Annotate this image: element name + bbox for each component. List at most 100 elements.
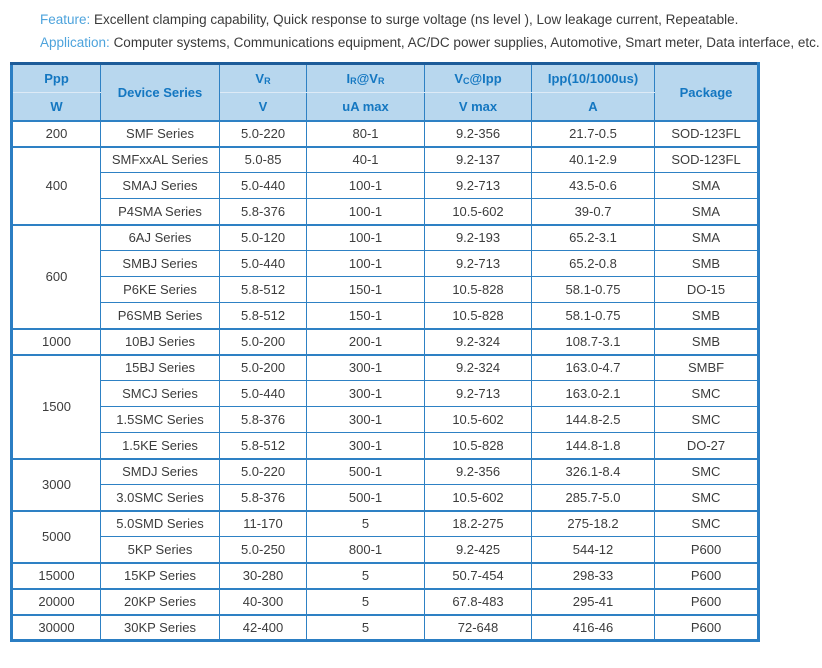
package-cell: DO-27 bbox=[654, 432, 759, 459]
ppp-unit-header: W bbox=[11, 92, 101, 122]
table-body: 200 SMF Series 5.0-220 80-1 9.2-356 21.7-0.5 S… bbox=[11, 119, 759, 641]
intro-text-block: Feature: Excellent clamping capability, … bbox=[0, 0, 822, 54]
vr-cell: 5.8-512 bbox=[219, 432, 307, 459]
vr-cell: 11-170 bbox=[219, 509, 307, 537]
ipp-cell: 298-33 bbox=[531, 561, 655, 589]
ppp-cell: 20000 bbox=[11, 587, 101, 615]
ipp-cell: 43.5-0.6 bbox=[531, 172, 655, 199]
ipp-cell: 39-0.7 bbox=[531, 198, 655, 225]
package-cell: SMC bbox=[654, 380, 759, 407]
feature-line: Feature: Excellent clamping capability, … bbox=[40, 8, 822, 31]
ir-cell: 500-1 bbox=[306, 457, 425, 485]
ipp-cell: 544-12 bbox=[531, 536, 655, 563]
table-row: 600 6AJ Series 5.0-120 100-1 9.2-193 65.2-3.1… bbox=[11, 223, 759, 329]
vc-cell: 9.2-356 bbox=[424, 457, 532, 485]
ipp-cell: 163.0-4.7 bbox=[531, 353, 655, 381]
package-cell: SMA bbox=[654, 198, 759, 225]
ipp-cell: 21.7-0.5 bbox=[531, 119, 655, 147]
vr-cell: 5.8-512 bbox=[219, 276, 307, 303]
vr-cell: 40-300 bbox=[219, 587, 307, 615]
device-series-cell: 30KP Series bbox=[100, 613, 220, 641]
col-package-header: Package bbox=[654, 63, 759, 121]
ipp-unit-header: A bbox=[531, 92, 655, 122]
device-series-cell: 15KP Series bbox=[100, 561, 220, 589]
vc-cell: 10.5-602 bbox=[424, 484, 532, 511]
package-cell: SMA bbox=[654, 223, 759, 251]
ir-cell: 100-1 bbox=[306, 172, 425, 199]
table-row: 1.5SMC Series 5.8-376 300-1 10.5-602 144.8-2… bbox=[12, 406, 759, 433]
ipp-cell: 275-18.2 bbox=[531, 509, 655, 537]
package-cell: P600 bbox=[654, 587, 759, 615]
package-cell: SMB bbox=[654, 302, 759, 329]
vc-cell: 9.2-193 bbox=[424, 223, 532, 251]
device-series-cell: 3.0SMC Series bbox=[100, 484, 220, 511]
table-row: 30000 30KP Series 42-400 5 72-648 416-46 P600 bbox=[11, 613, 759, 641]
vr-cell: 5.0-200 bbox=[219, 327, 307, 355]
ipp-cell: 144.8-2.5 bbox=[531, 406, 655, 433]
ppp-cell: 400 bbox=[11, 145, 101, 225]
vc-cell: 10.5-602 bbox=[424, 198, 532, 225]
vc-cell: 10.5-828 bbox=[424, 302, 532, 329]
package-cell: SOD-123FL bbox=[654, 119, 759, 147]
ir-unit-header: uA max bbox=[306, 92, 425, 122]
package-cell: SMC bbox=[654, 484, 759, 511]
ipp-cell: 285.7-5.0 bbox=[531, 484, 655, 511]
vc-cell: 9.2-356 bbox=[424, 119, 532, 147]
feature-text: Excellent clamping capability, Quick res… bbox=[94, 12, 739, 27]
device-series-cell: P4SMA Series bbox=[100, 198, 220, 225]
package-cell: SMB bbox=[654, 250, 759, 277]
vr-cell: 5.0-440 bbox=[219, 172, 307, 199]
package-cell: SMBF bbox=[654, 353, 759, 381]
vr-cell: 5.0-200 bbox=[219, 353, 307, 381]
ipp-cell: 65.2-3.1 bbox=[531, 223, 655, 251]
table-row: 1000 10BJ Series 5.0-200 200-1 9.2-324 108.7-… bbox=[11, 327, 759, 355]
col-ppp-header: Ppp bbox=[11, 63, 101, 93]
ipp-cell: 163.0-2.1 bbox=[531, 380, 655, 407]
vr-cell: 5.0-220 bbox=[219, 457, 307, 485]
ir-cell: 150-1 bbox=[306, 276, 425, 303]
device-series-cell: SMFxxAL Series bbox=[100, 145, 220, 173]
vr-unit-header: V bbox=[219, 92, 307, 122]
package-cell: SMA bbox=[654, 172, 759, 199]
device-series-cell: 20KP Series bbox=[100, 587, 220, 615]
application-text: Computer systems, Communications equipme… bbox=[113, 35, 820, 50]
col-device-series-header: Device Series bbox=[100, 63, 220, 121]
device-series-cell: SMAJ Series bbox=[100, 172, 220, 199]
table-header: Ppp Device Series VR IR@VR VC@Ipp Ipp(10… bbox=[11, 63, 759, 122]
application-line: Application: Computer systems, Communica… bbox=[40, 31, 822, 54]
vr-cell: 5.8-512 bbox=[219, 302, 307, 329]
vc-cell: 10.5-602 bbox=[424, 406, 532, 433]
vc-cell: 10.5-828 bbox=[424, 432, 532, 459]
vr-cell: 5.8-376 bbox=[219, 484, 307, 511]
device-series-cell: 10BJ Series bbox=[100, 327, 220, 355]
table-row: SMBJ Series 5.0-440 100-1 9.2-713 65.2-0.8 SM… bbox=[12, 250, 759, 277]
ir-cell: 5 bbox=[306, 561, 425, 589]
application-label: Application: bbox=[40, 35, 110, 50]
ir-cell: 80-1 bbox=[306, 119, 425, 147]
table-row: 1.5KE Series 5.8-512 300-1 10.5-828 144.8-1.… bbox=[12, 432, 759, 459]
vr-cell: 5.0-250 bbox=[219, 536, 307, 563]
vc-cell: 72-648 bbox=[424, 613, 532, 641]
ppp-cell: 3000 bbox=[11, 457, 101, 511]
ir-cell: 100-1 bbox=[306, 250, 425, 277]
package-cell: SMC bbox=[654, 457, 759, 485]
ppp-cell: 1500 bbox=[11, 353, 101, 459]
package-cell: DO-15 bbox=[654, 276, 759, 303]
ir-cell: 5 bbox=[306, 613, 425, 641]
col-ir-header: IR@VR bbox=[306, 63, 425, 93]
vc-cell: 9.2-713 bbox=[424, 250, 532, 277]
vc-unit-header: V max bbox=[424, 92, 532, 122]
vc-cell: 9.2-713 bbox=[424, 380, 532, 407]
package-cell: P600 bbox=[654, 561, 759, 589]
ppp-cell: 15000 bbox=[11, 561, 101, 589]
package-cell: SOD-123FL bbox=[654, 145, 759, 173]
ipp-cell: 295-41 bbox=[531, 587, 655, 615]
col-vc-header: VC@Ipp bbox=[424, 63, 532, 93]
table-row: 5KP Series 5.0-250 800-1 9.2-425 544-12 P600 bbox=[12, 536, 759, 563]
table-row: 3000 SMDJ Series 5.0-220 500-1 9.2-356 326.1-… bbox=[11, 457, 759, 511]
ppp-cell: 1000 bbox=[11, 327, 101, 355]
table-row: P6SMB Series 5.8-512 150-1 10.5-828 58.1-0.7… bbox=[12, 302, 759, 329]
ipp-cell: 65.2-0.8 bbox=[531, 250, 655, 277]
ir-cell: 200-1 bbox=[306, 327, 425, 355]
vc-cell: 9.2-425 bbox=[424, 536, 532, 563]
